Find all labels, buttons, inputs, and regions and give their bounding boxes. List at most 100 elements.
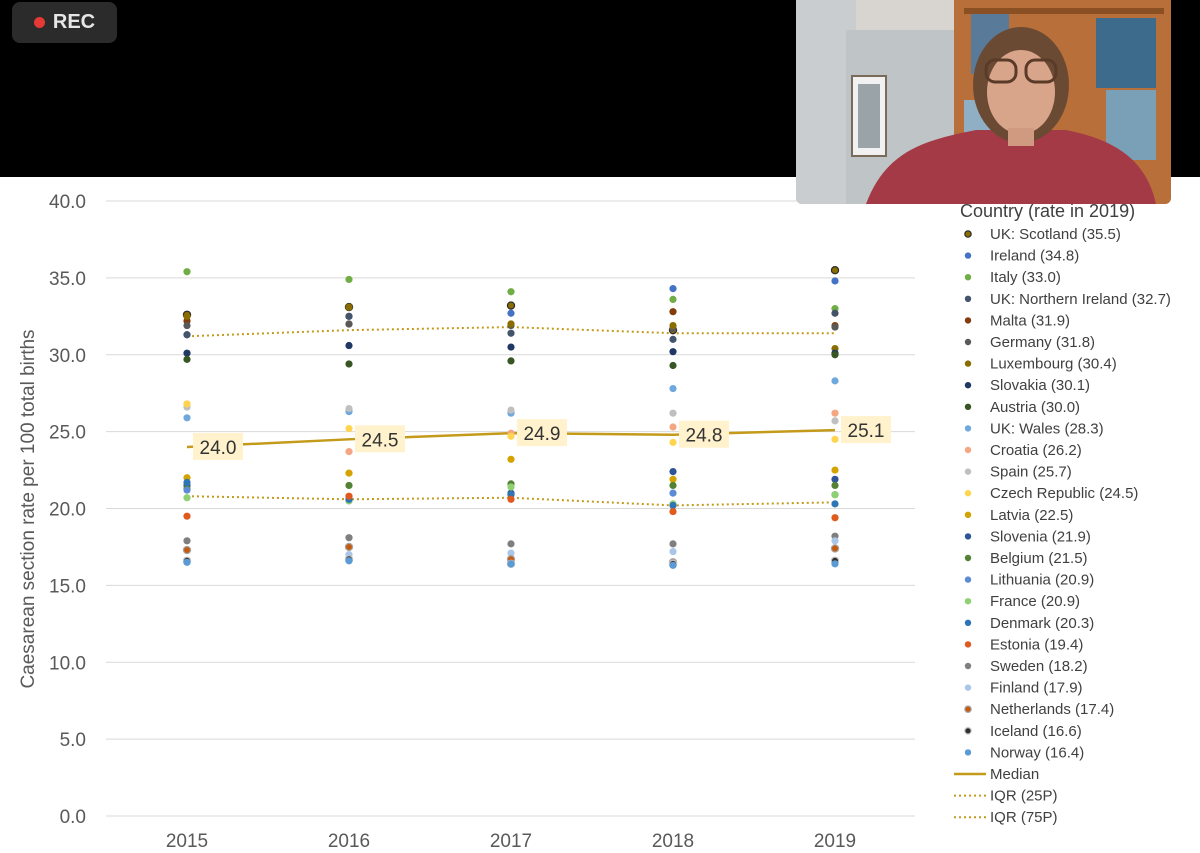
legend-entry-label: Malta (31.9) [990,312,1070,329]
data-point [507,432,515,440]
legend-entry-label: Sweden (18.2) [990,658,1088,675]
data-point [669,285,677,293]
median-value-label: 25.1 [848,421,885,442]
data-point [183,268,191,276]
data-point [669,409,677,417]
y-tick-label: 20.0 [49,500,86,521]
data-point [669,489,677,497]
median-label-box [355,425,405,453]
data-point [669,481,677,490]
data-point [831,323,839,331]
iqr75-line [186,326,835,338]
legend-entry-label: Slovenia (21.9) [990,528,1091,545]
data-point [831,309,839,317]
data-point [507,406,515,414]
median-labels: 24.0 24.5 24.9 24.8 25.1 [193,416,891,460]
median-label-box [193,433,243,460]
data-point [345,557,353,565]
y-tick-label: 40.0 [49,192,86,213]
legend-entry-label: Ireland (34.8) [990,248,1079,265]
legend-marker [964,230,972,238]
y-tick-label: 0.0 [60,807,86,828]
data-point [831,417,839,425]
data-point [345,341,353,350]
data-point [345,492,353,500]
legend-entry-label: Norway (16.4) [990,744,1084,761]
legend-entry-label: Netherlands (17.4) [990,701,1114,718]
legend-entry-label: Denmark (20.3) [990,615,1094,632]
legend-entry-label: Median [990,766,1039,783]
y-tick-label: 25.0 [49,423,86,444]
recording-indicator[interactable]: REC [12,2,117,43]
data-point [669,468,677,476]
data-point [507,495,515,503]
data-point [669,384,677,393]
chart-legend: Country (rate in 2019) UK: Scotland (35.… [954,201,1171,826]
legend-marker [964,382,972,389]
iqr25-line [186,495,836,507]
data-point [831,351,839,359]
x-axis-ticks: 2015 2016 2017 2018 2019 [166,831,856,852]
legend-entry-label: Slovakia (30.1) [990,377,1090,394]
participant-video[interactable] [796,0,1171,204]
data-point [669,547,677,556]
data-point [345,360,353,368]
data-point [669,295,677,303]
legend-marker [964,598,972,605]
legend-marker [964,295,972,302]
legend-marker [964,533,972,540]
median-value-label: 24.8 [686,426,723,447]
legend-entry-label: Latvia (22.5) [990,507,1073,524]
legend-entry-label: Germany (31.8) [990,334,1095,351]
legend-marker [964,446,972,454]
legend-entry-label: Luxembourg (30.4) [990,356,1117,373]
legend-entry-label: Austria (30.0) [990,399,1080,416]
legend-marker [964,641,972,648]
data-point [183,414,191,422]
data-point [831,537,839,545]
legend-marker [964,705,972,714]
data-point [831,466,839,474]
y-tick-label: 15.0 [49,576,86,597]
data-point [831,475,839,483]
legend-marker [964,726,972,735]
legend-entry-label: IQR (75P) [990,809,1058,826]
data-point [183,558,191,566]
legend-marker [964,468,972,475]
legend-marker [964,490,972,497]
data-point [669,475,677,483]
data-point [506,301,516,310]
legend-entry-label: Estonia (19.4) [990,636,1083,653]
data-point [345,424,353,433]
median-value-label: 24.5 [362,430,399,451]
x-tick-label: 2018 [652,831,694,852]
data-point [669,507,677,516]
data-point [183,400,191,408]
legend-marker [964,576,972,583]
data-point [669,561,677,569]
data-point [831,560,839,568]
y-tick-label: 5.0 [60,730,86,751]
legend-entry-label: Belgium (21.5) [990,550,1088,567]
median-label-box [517,419,567,447]
data-point [507,549,515,557]
legend-marker [964,684,972,691]
record-dot-icon [33,17,45,28]
data-point [830,265,840,275]
data-point [183,537,191,545]
legend-marker [964,252,972,259]
data-point [345,469,353,477]
data-point [830,544,840,553]
y-tick-label: 35.0 [49,269,86,290]
legend-entry-label: Italy (33.0) [990,269,1061,286]
caesarean-rate-chart: 0.05.010.015.020.025.030.035.040.0 2015 2… [18,192,1171,852]
data-point [507,309,515,317]
data-point [345,481,353,490]
median-label-box [679,420,729,448]
legend-entry-label: Czech Republic (24.5) [990,485,1138,502]
data-point [669,348,677,356]
data-point [507,329,515,337]
data-point [507,560,515,568]
legend-entry-label: Lithuania (20.9) [990,572,1094,589]
data-point [345,312,353,320]
